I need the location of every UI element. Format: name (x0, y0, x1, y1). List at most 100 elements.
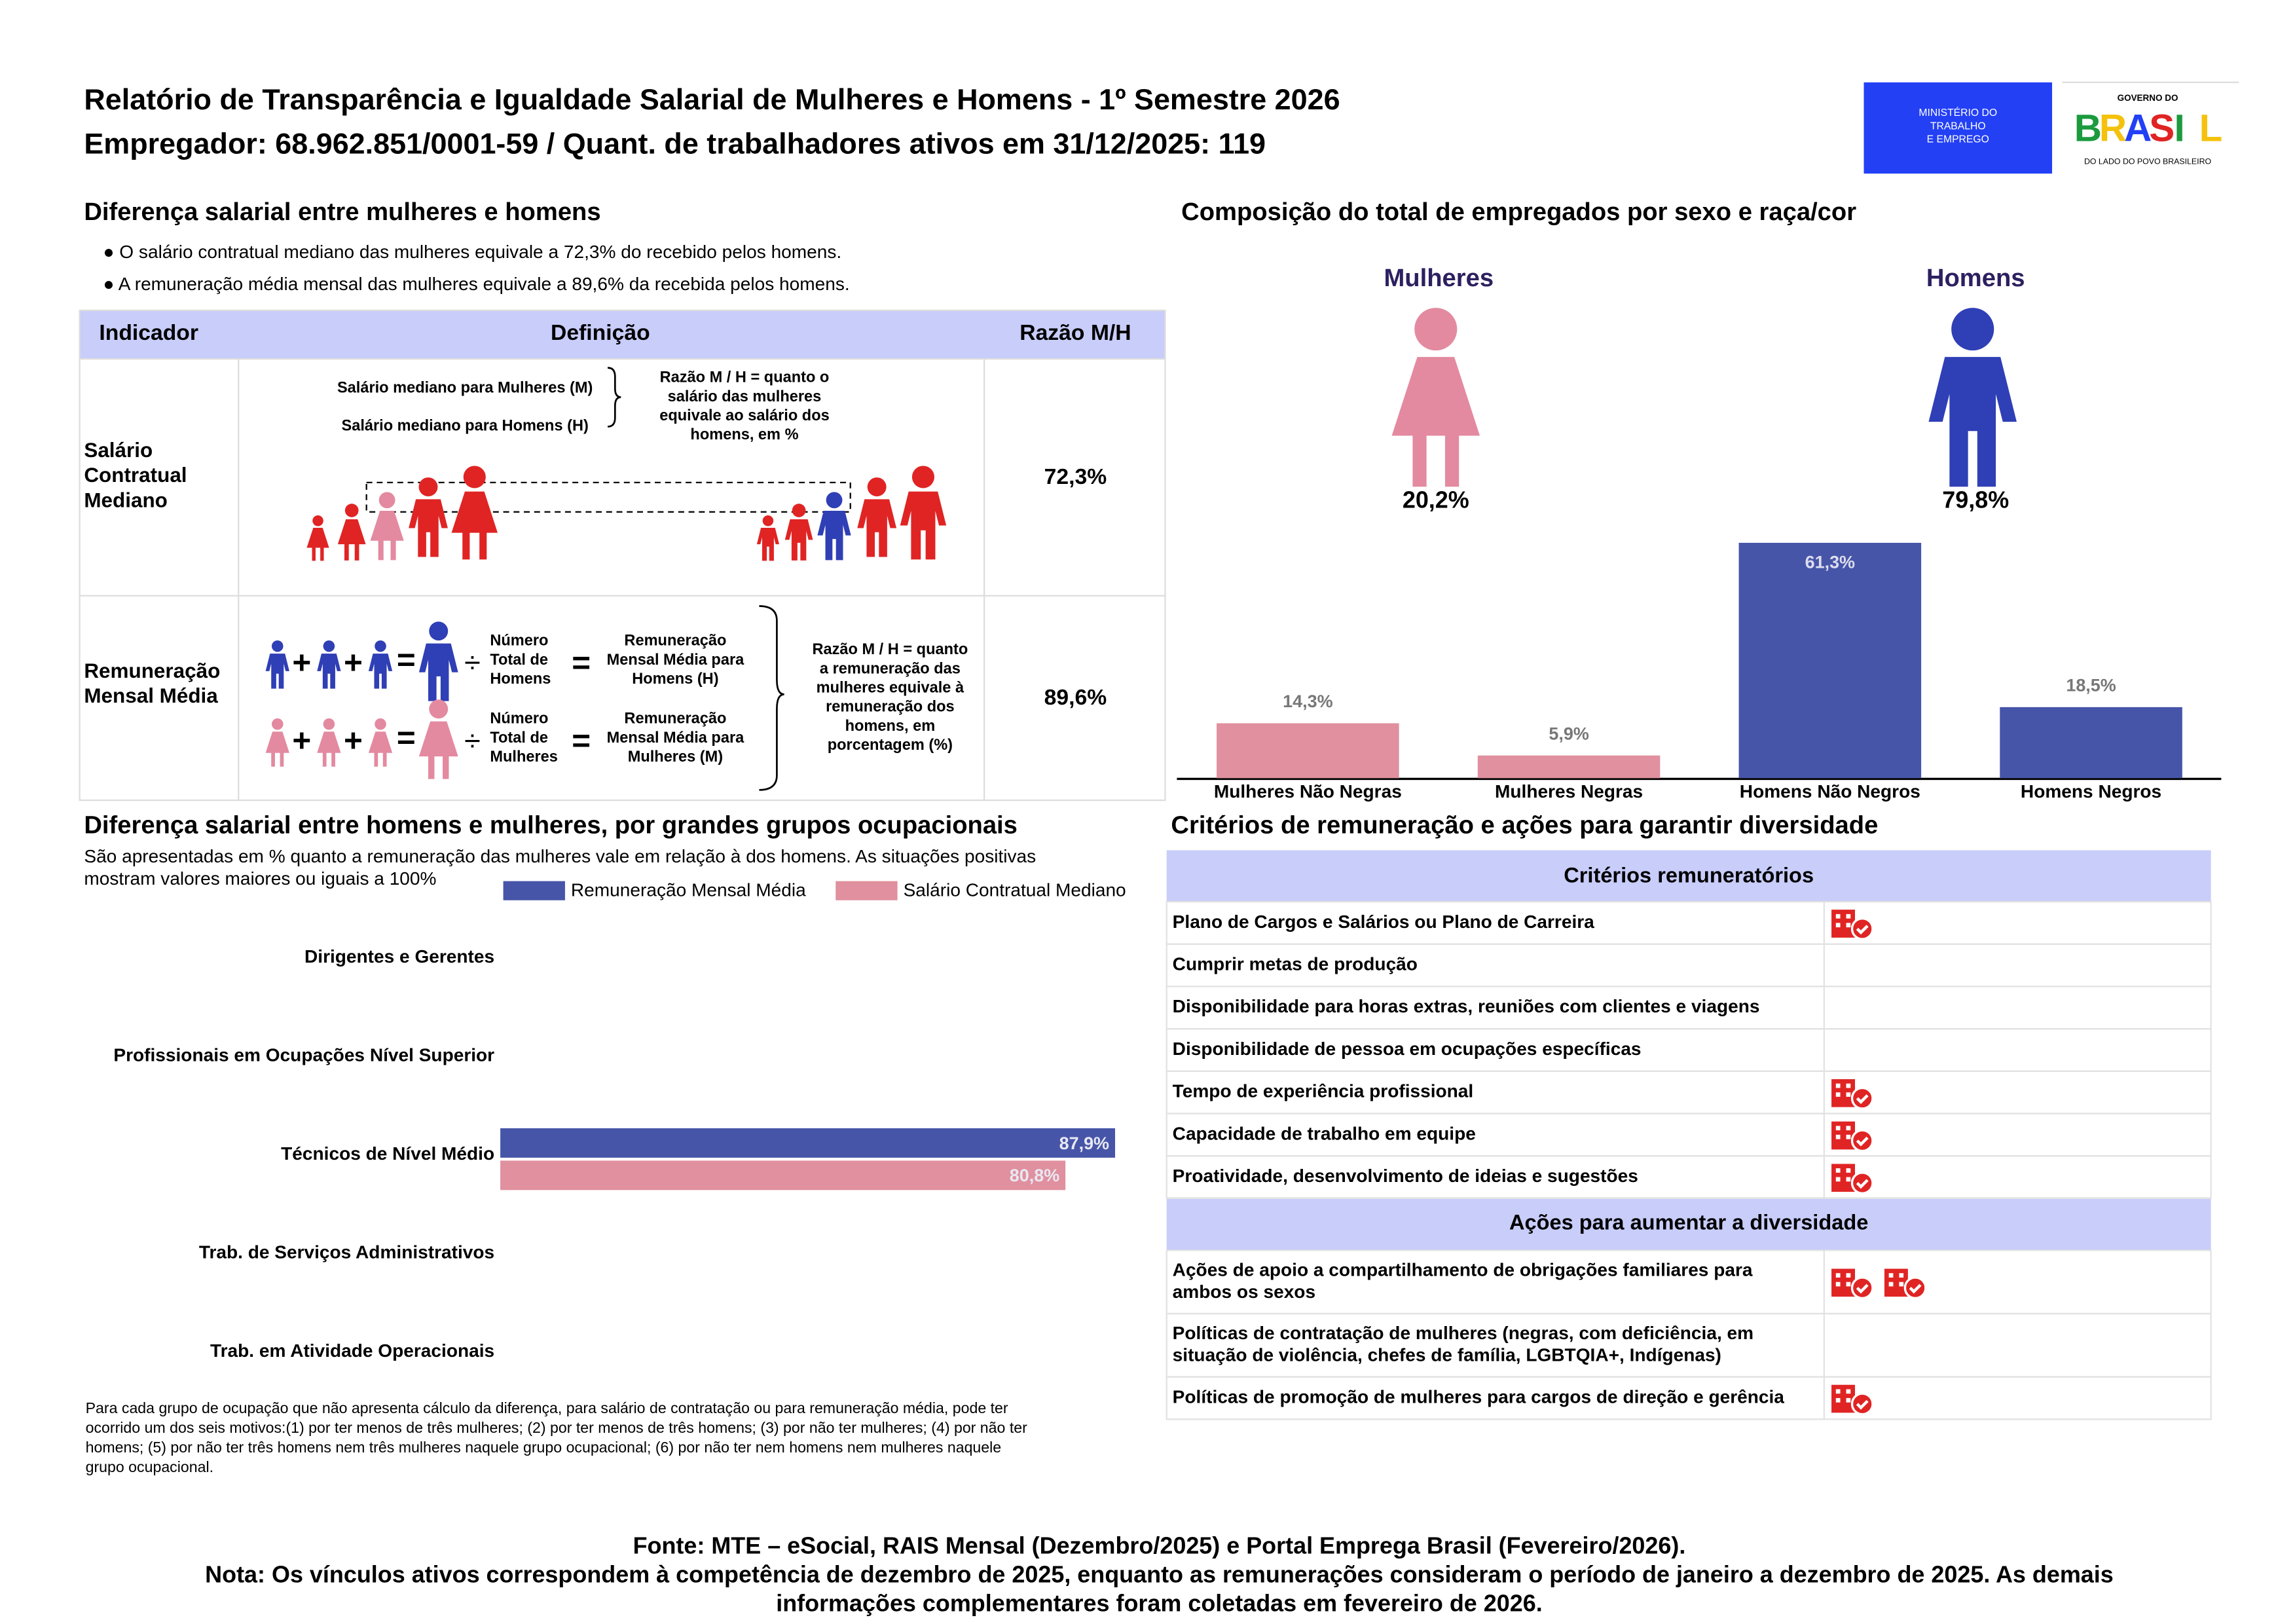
value-label: 14,3% (1283, 692, 1332, 711)
text: Razão M / H = quanto o (660, 369, 830, 386)
bar (1217, 723, 1399, 779)
value-label: 5,9% (1549, 724, 1588, 743)
category-label: Homens Não Negros (1740, 781, 1920, 802)
category-label: Profissionais em Ocupações Nível Superio… (113, 1044, 494, 1065)
ministry-text: TRABALHO (1930, 120, 1986, 132)
operator: = (397, 720, 416, 756)
indicator: Mensal Média (84, 684, 218, 707)
text: 79,8% (1942, 487, 2009, 513)
operator: + (292, 722, 311, 758)
row-label: Disponibilidade para horas extras, reuni… (1173, 996, 1760, 1016)
section-title: Diferença salarial entre homens e mulher… (84, 811, 1018, 840)
ministry-logo (1864, 82, 2053, 174)
value-label: 18,5% (2066, 676, 2116, 695)
category-label: Técnicos de Nível Médio (281, 1143, 494, 1164)
text: Homens (1926, 264, 2025, 292)
category-label: Trab. em Atividade Operacionais (210, 1340, 494, 1361)
table-row (1166, 1376, 2212, 1420)
row-label: situação de violência, chefes de família… (1173, 1345, 1721, 1365)
actions-header-bg (1166, 1197, 2211, 1251)
footnote: Para cada grupo de ocupação que não apre… (86, 1399, 1008, 1416)
text: salário das mulheres (668, 388, 822, 405)
subtitle: São apresentadas em % quanto a remuneraç… (84, 846, 1036, 866)
gov-letter: B (2074, 107, 2102, 149)
bar (1738, 542, 1922, 779)
text: equivale ao salário dos (659, 407, 829, 424)
legend-label: Salário Contratual Mediano (904, 880, 1126, 900)
footer: informações complementares foram coletad… (776, 1589, 1542, 1616)
table-header-bg (79, 310, 1166, 360)
text: porcentagem (%) (828, 736, 953, 753)
indicator: Mediano (84, 489, 168, 511)
bar (1477, 755, 1661, 779)
bullet: ● O salário contratual mediano das mulhe… (103, 242, 842, 262)
gov-name: BRASIL (2076, 107, 2218, 149)
text: 20,2% (1403, 487, 1469, 513)
operator: + (344, 644, 363, 680)
row-label: Capacidade de trabalho em equipe (1173, 1123, 1476, 1143)
gov-tagline: DO LADO DO POVO BRASILEIRO (2084, 157, 2212, 166)
table-row (1166, 1155, 2212, 1200)
category-label: Mulheres Negras (1495, 781, 1643, 802)
gov-letter: R (2099, 107, 2127, 149)
row-label: ambos os sexos (1173, 1282, 1315, 1302)
legend-label: Remuneração Mensal Média (571, 880, 806, 900)
row-label: Cumprir metas de produção (1173, 953, 1418, 974)
gov-letter: A (2124, 107, 2152, 149)
text: Salário mediano para Mulheres (M) (337, 378, 593, 396)
text: Mulheres (M) (628, 748, 723, 765)
footer: Fonte: MTE – eSocial, RAIS Mensal (Dezem… (633, 1532, 1686, 1559)
ratio: 89,6% (1044, 686, 1107, 710)
table-header: Razão M/H (1019, 321, 1131, 345)
gov-top: GOVERNO DO (2118, 93, 2178, 103)
text: Mulheres (490, 748, 558, 765)
text: Homens (H) (632, 670, 718, 687)
footer: Nota: Os vínculos ativos correspondem à … (205, 1560, 2114, 1587)
bar (500, 1160, 1066, 1190)
table-header: Definição (551, 321, 650, 345)
row-label: Tempo de experiência profissional (1173, 1081, 1474, 1101)
gov-letter: L (2199, 107, 2223, 149)
text: Mensal Média para (607, 729, 745, 746)
bullet: ● A remuneração média mensal das mulhere… (103, 274, 850, 294)
operator: ÷ (464, 724, 481, 757)
category-label: Trab. de Serviços Administrativos (199, 1242, 494, 1262)
subtitle: mostram valores maiores ou iguais a 100% (84, 868, 436, 889)
bar (2000, 707, 2182, 779)
text: Salário mediano para Homens (H) (342, 417, 589, 434)
category-label: Mulheres Não Negras (1214, 781, 1402, 802)
gov-letter: I (2174, 107, 2184, 149)
category-label: Dirigentes e Gerentes (304, 946, 494, 967)
indicator: Remuneração (84, 659, 220, 682)
text: Homens (490, 670, 551, 687)
title: Relatório de Transparência e Igualdade S… (84, 83, 1340, 116)
operator: = (572, 644, 591, 680)
table-header: Critérios remuneratórios (1564, 863, 1814, 887)
indicator: Salário (84, 439, 153, 462)
row-label: Plano de Cargos e Salários ou Plano de C… (1173, 912, 1594, 932)
operator: = (572, 722, 591, 758)
table-header: Ações para aumentar a diversidade (1509, 1211, 1868, 1234)
legend-swatch (835, 881, 898, 900)
value-label: 80,8% (1010, 1166, 1059, 1185)
text: Remuneração (624, 710, 726, 727)
text: remuneração dos (826, 698, 955, 715)
dashed-box (365, 481, 851, 513)
braces (607, 367, 784, 791)
value-label: 61,3% (1805, 553, 1855, 572)
text: Mulheres (1384, 264, 1494, 292)
row-label: Políticas de promoção de mulheres para c… (1173, 1386, 1785, 1407)
text: mulheres equivale à (817, 679, 964, 696)
operator: ÷ (464, 646, 481, 679)
ministry-text: MINISTÉRIO DO (1919, 106, 1997, 119)
footnote: ocorrido um dos seis motivos:(1) por ter… (86, 1419, 1027, 1436)
text: homens, em % (690, 426, 798, 443)
row-label: Disponibilidade de pessoa em ocupações e… (1173, 1039, 1642, 1059)
bar (500, 1128, 1115, 1158)
text: Razão M / H = quanto (813, 640, 968, 657)
text: homens, em (845, 717, 936, 734)
text: a remuneração das (820, 659, 961, 676)
footnote: homens; (5) por não ter três homens nem … (86, 1439, 1002, 1456)
row-label: Políticas de contratação de mulheres (ne… (1173, 1323, 1753, 1343)
